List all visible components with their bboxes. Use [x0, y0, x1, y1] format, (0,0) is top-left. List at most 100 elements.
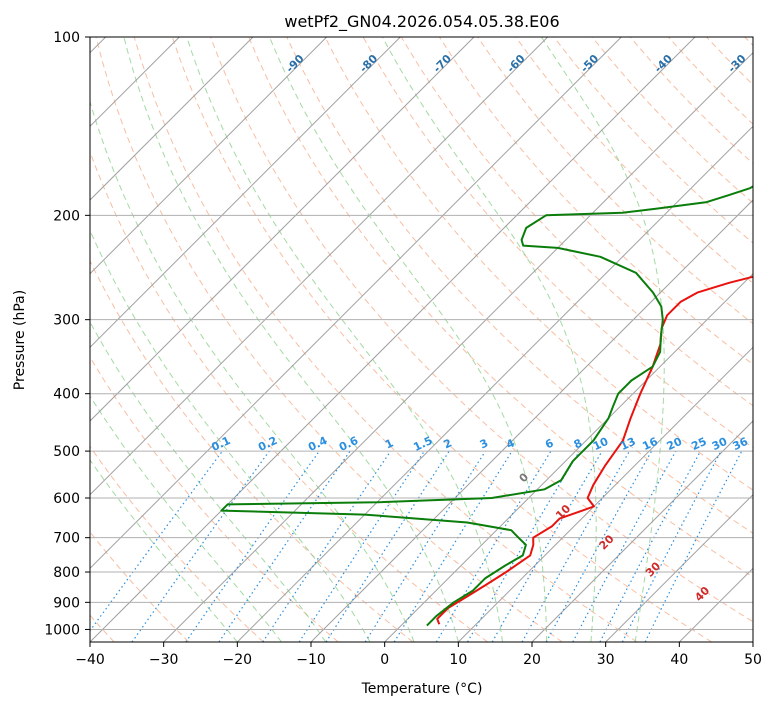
y-tick-label: 200 — [53, 208, 80, 224]
mixing-ratio-label: 36 — [731, 435, 751, 453]
mixing-ratio-line — [466, 450, 580, 642]
moist-adiabat-line — [123, 37, 459, 642]
dry-adiabat-line — [90, 150, 488, 642]
dry-adiabat-line — [477, 37, 753, 325]
isotherm-line — [90, 37, 549, 496]
isotherm-line — [605, 493, 753, 642]
mixing-ratio-line — [599, 450, 702, 642]
y-tick-label: 800 — [53, 565, 80, 581]
isotherm-line — [90, 37, 696, 642]
moist-adiabat-line — [540, 37, 665, 642]
x-tick-label: −10 — [296, 652, 326, 668]
moist-adiabat-line — [269, 37, 548, 642]
mixing-ratio-line — [325, 450, 450, 642]
mixing-ratio-label: 16 — [640, 435, 660, 453]
dry-adiabat-line — [90, 356, 339, 642]
x-tick-label: −40 — [75, 652, 105, 668]
moist-adiabat-line — [381, 37, 597, 642]
dry-adiabat-line — [95, 37, 563, 642]
dry-adiabat-line — [706, 37, 753, 86]
moist-adiabat-line — [90, 394, 282, 642]
mixing-ratio-label: 30 — [710, 435, 730, 453]
mixing-ratio-label: 10 — [591, 435, 611, 453]
dry-adiabat-line — [90, 445, 264, 642]
mixing-ratio-label: 2 — [442, 436, 454, 451]
mixing-ratio-line — [185, 450, 320, 642]
dry-adiabat-line — [90, 531, 190, 642]
dry-adiabat-line — [90, 259, 414, 642]
moist-adiabat-line — [90, 459, 238, 642]
x-tick-label: −30 — [149, 652, 179, 668]
moist-adiabat-line — [186, 37, 503, 642]
mixing-ratio-line — [262, 450, 392, 642]
isotherm-line — [90, 37, 328, 275]
y-axis-label: Pressure (hPa) — [12, 290, 28, 390]
mixing-ratio-line — [644, 450, 743, 642]
mixing-ratio-label: 13 — [618, 435, 637, 453]
mixing-ratio-line — [218, 450, 351, 642]
dry-adiabat-line — [133, 37, 638, 642]
mixing-ratio-line — [393, 450, 513, 642]
x-axis-label: Temperature (°C) — [361, 681, 483, 697]
y-tick-label: 500 — [53, 444, 80, 460]
dry-adiabat-line — [438, 37, 753, 366]
y-tick-label: 400 — [53, 387, 80, 403]
y-tick-label: 1000 — [44, 622, 80, 638]
dry-adiabat-line — [744, 37, 753, 47]
dry-adiabat-line — [248, 37, 753, 578]
dry-adiabat-line — [171, 37, 712, 642]
isotherm-line — [90, 37, 401, 349]
x-tick-label: 40 — [670, 652, 688, 668]
isotherm-label: -40 — [652, 52, 675, 75]
isotherm-label: -60 — [504, 52, 527, 75]
warm-isotherm-label: 20 — [597, 532, 617, 552]
mixing-ratio-line — [521, 450, 631, 642]
y-tick-label: 300 — [53, 313, 80, 329]
dry-adiabat-line — [515, 37, 753, 284]
mixing-ratio-line — [298, 450, 425, 642]
mixing-ratio-label: 6 — [543, 436, 556, 451]
mixing-ratio-label: 20 — [665, 435, 685, 453]
x-tick-label: 10 — [449, 652, 467, 668]
x-tick-label: −20 — [223, 652, 253, 668]
isotherm-line — [678, 567, 753, 642]
y-tick-label: 900 — [53, 595, 80, 611]
mixing-ratio-label: 25 — [689, 435, 708, 453]
isotherm-line — [90, 37, 475, 422]
dry-adiabat-line — [210, 37, 753, 623]
mixing-ratio-line — [435, 450, 552, 642]
mixing-ratio-line — [131, 450, 270, 642]
moist-adiabat-line — [90, 229, 371, 642]
dry-adiabat-line — [324, 37, 753, 491]
warm-isotherm-label: 40 — [692, 584, 712, 604]
isotherm-line — [90, 37, 622, 570]
y-tick-label: 100 — [53, 30, 80, 46]
isotherm-label: -80 — [357, 52, 380, 75]
line-annotations: -100-90-80-70-60-50-40-30-20-10010203040… — [209, 52, 751, 604]
isotherm-line — [236, 125, 753, 642]
y-tick-label: 700 — [53, 531, 80, 547]
mixing-ratio-label: 3 — [478, 436, 490, 451]
isotherm-label: -50 — [578, 52, 601, 75]
isotherm-line — [384, 272, 753, 642]
warm-isotherm-label: 30 — [643, 559, 663, 579]
x-tick-label: 50 — [744, 652, 762, 668]
moist-adiabat-line — [90, 99, 415, 642]
mixing-ratio-line — [90, 450, 223, 632]
dry-adiabat-line — [591, 37, 753, 204]
mixing-ratio-line — [364, 450, 486, 642]
chart-title: wetPf2_GN04.2026.054.05.38.E06 — [284, 12, 559, 32]
dry-adiabat-line — [553, 37, 753, 244]
dry-adiabat-line — [286, 37, 753, 534]
sounding-profiles — [220, 185, 753, 627]
isotherm-line — [90, 37, 254, 201]
dewpoint-profile-line — [220, 185, 753, 627]
pressure-gridlines — [90, 37, 753, 630]
x-axis-ticks: −40 −30 −20 −10 0 10 20 30 40 50 — [75, 642, 762, 668]
isotherm-line — [752, 641, 753, 642]
isotherm-line — [163, 51, 753, 642]
isotherm-label: -30 — [725, 52, 748, 75]
y-tick-label: 600 — [53, 491, 80, 507]
isotherm-line — [310, 199, 753, 642]
